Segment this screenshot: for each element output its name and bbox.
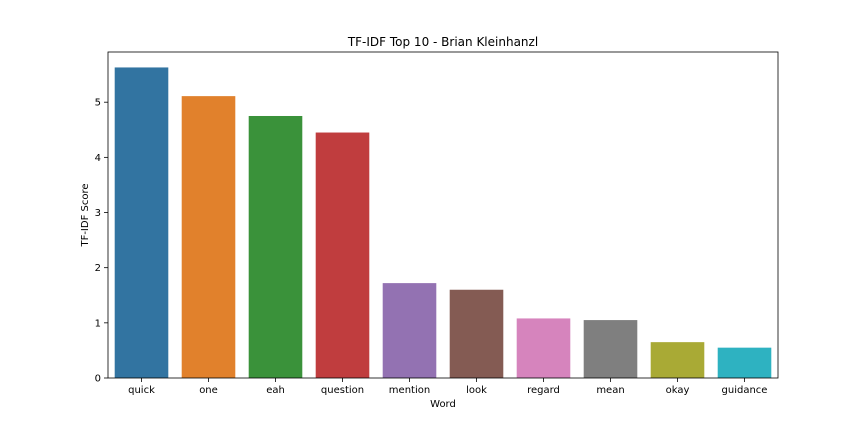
x-tick-label: question	[321, 385, 364, 396]
x-tick-label: mention	[389, 385, 430, 396]
bar-question	[315, 132, 370, 378]
y-tick-label: 2	[95, 263, 101, 274]
bars-group	[114, 67, 772, 379]
y-tick-label: 4	[95, 153, 101, 164]
bar-mention	[382, 283, 437, 378]
y-tick-label: 3	[95, 208, 101, 219]
x-tick-label: guidance	[722, 385, 768, 396]
y-tick-label: 0	[95, 374, 101, 385]
bar-guidance	[717, 347, 772, 378]
plot-frame	[107, 51, 779, 379]
chart-title: TF-IDF Top 10 - Brian Kleinhanzl	[347, 35, 538, 49]
y-tick-label: 1	[95, 318, 101, 329]
x-axis-label: Word	[430, 399, 456, 410]
x-tick-label: eah	[266, 385, 285, 396]
bar-one	[181, 96, 236, 378]
bar-eah	[248, 115, 303, 379]
x-tick-label: look	[466, 385, 487, 396]
x-axis-ticks: quick one eah question mention look regard mean…	[128, 378, 767, 396]
x-tick-label: okay	[666, 385, 690, 396]
y-tick-label: 5	[95, 98, 101, 109]
bar-quick	[114, 67, 169, 378]
x-tick-label: quick	[128, 385, 155, 396]
y-axis-ticks: 0 1 2 3 4 5	[95, 98, 108, 385]
x-tick-label: one	[199, 385, 218, 396]
bar-mean	[583, 320, 638, 378]
bar-okay	[650, 342, 705, 378]
bar-look	[449, 289, 504, 378]
x-tick-label: mean	[596, 385, 624, 396]
bar-regard	[516, 318, 571, 378]
y-axis-label: TF-IDF Score	[80, 183, 91, 247]
x-tick-label: regard	[527, 385, 560, 396]
